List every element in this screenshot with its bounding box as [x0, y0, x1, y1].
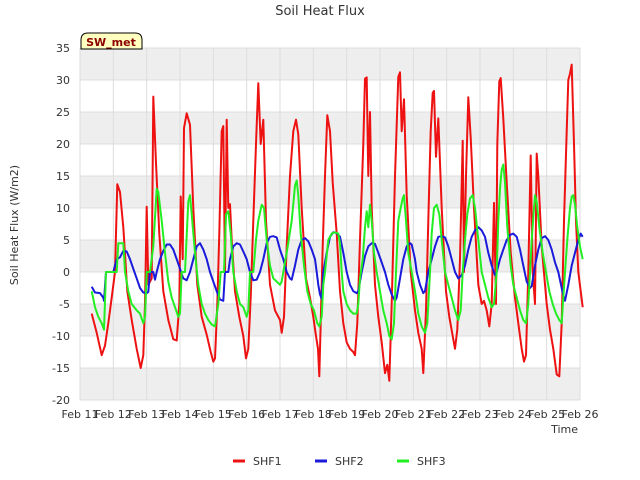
y-tick-label: 20 — [56, 138, 70, 151]
y-tick-label: -15 — [52, 362, 70, 375]
plot-band — [80, 48, 580, 80]
series-lines — [90, 63, 584, 382]
x-tick-label: Feb 16 — [228, 408, 265, 421]
y-tick-label: 35 — [56, 42, 70, 55]
chart-title: Soil Heat Flux — [275, 4, 365, 19]
station-badge: SW_met — [80, 32, 143, 50]
y-tick-label: -5 — [59, 298, 70, 311]
x-tick-label: Feb 17 — [262, 408, 299, 421]
x-tick-label: Feb 23 — [462, 408, 499, 421]
plot-band — [80, 304, 580, 336]
x-tick-label: Feb 24 — [495, 408, 532, 421]
x-tick-label: Feb 14 — [162, 408, 199, 421]
legend: SHF1 SHF2 SHF3 — [233, 455, 446, 468]
series-line-shf3 — [90, 163, 584, 341]
x-tick-label: Feb 18 — [295, 408, 332, 421]
y-tick-label: 15 — [56, 170, 70, 183]
x-tick-label: Feb 12 — [95, 408, 132, 421]
y-tick-label: 5 — [63, 234, 70, 247]
x-tick-label: Feb 11 — [62, 408, 99, 421]
x-tick-label: Feb 21 — [395, 408, 432, 421]
badge-shape — [80, 32, 143, 50]
badge-label: SW_met — [86, 36, 136, 49]
x-tick-label: Feb 15 — [195, 408, 232, 421]
y-tick-label: 10 — [56, 202, 70, 215]
y-tick-label: 30 — [56, 74, 70, 87]
y-axis-label: Soil Heat Flux (W/m2) — [8, 165, 21, 285]
plot-band — [80, 368, 580, 400]
series-line-shf1 — [90, 63, 584, 382]
y-axis-ticks: -20 -15 -10 -5 0 5 10 15 20 25 30 35 — [52, 42, 70, 407]
y-tick-label: -20 — [52, 394, 70, 407]
x-tick-label: Feb 19 — [328, 408, 365, 421]
x-tick-label: Feb 13 — [128, 408, 165, 421]
x-tick-label: Feb 22 — [428, 408, 465, 421]
x-tick-label: Feb 26 — [562, 408, 599, 421]
legend-label-shf2: SHF2 — [335, 455, 364, 468]
legend-label-shf1: SHF1 — [253, 455, 282, 468]
x-tick-label: Feb 20 — [362, 408, 399, 421]
y-tick-label: 0 — [63, 266, 70, 279]
legend-label-shf3: SHF3 — [417, 455, 446, 468]
y-tick-label: 25 — [56, 106, 70, 119]
y-tick-label: -10 — [52, 330, 70, 343]
x-axis-label: Time — [550, 423, 578, 436]
x-tick-label: Feb 25 — [528, 408, 565, 421]
